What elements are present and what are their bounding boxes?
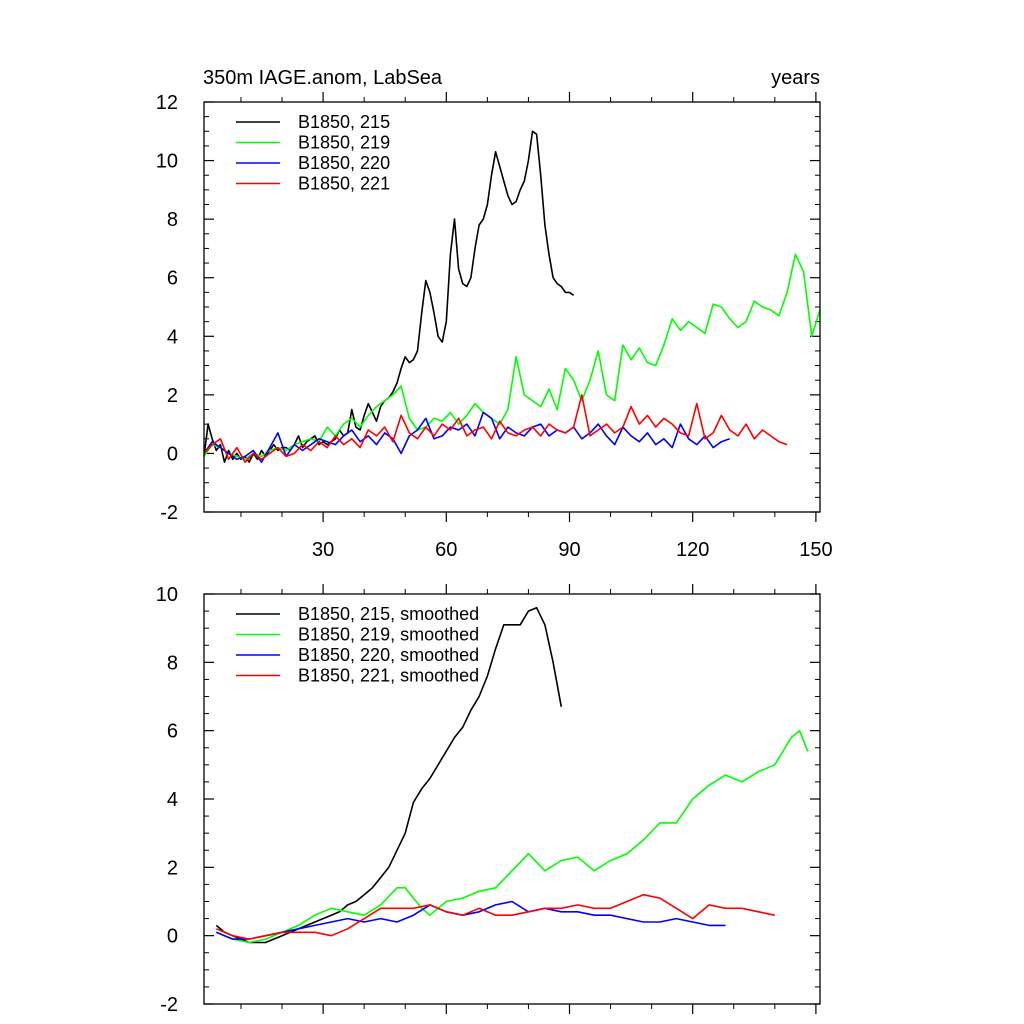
y-tick-label: 4: [167, 789, 178, 811]
y-tick-label: 6: [167, 721, 178, 743]
y-tick-label: 2: [167, 857, 178, 879]
legend-label: B1850, 219: [298, 133, 390, 153]
legend-label: B1850, 220: [298, 153, 390, 173]
x-tick-label: 60: [435, 539, 457, 561]
y-tick-label: 0: [167, 443, 178, 465]
y-tick-label: 10: [156, 584, 178, 606]
x-tick-label: 120: [676, 539, 709, 561]
y-tick-label: -2: [160, 502, 178, 524]
plot-frame: [203, 101, 821, 513]
y-tick-label: 0: [167, 926, 178, 948]
y-tick-label: 8: [167, 652, 178, 674]
legend-label: B1850, 215, smoothed: [298, 604, 479, 624]
y-tick-label: 2: [167, 385, 178, 407]
y-tick-label: -2: [160, 994, 178, 1016]
series-line: [215, 900, 726, 940]
plot-frame: [203, 593, 821, 1005]
legend-label: B1850, 221, smoothed: [298, 666, 479, 686]
series-line: [215, 893, 775, 940]
top-chart-panel: 350m IAGE.anom, LabSea years -2 0 2 4 6 8 10 12…: [156, 67, 833, 561]
x-tick-label: 30: [312, 539, 334, 561]
y-tick-label: 12: [156, 92, 178, 114]
x-tick-label: 90: [558, 539, 580, 561]
y-tick-label: 8: [167, 209, 178, 231]
chart-title: 350m IAGE.anom, LabSea: [203, 67, 443, 89]
series-line: [203, 253, 821, 461]
legend-label: B1850, 215: [298, 112, 390, 132]
series-line: [215, 606, 563, 944]
series-line: [215, 729, 809, 944]
legend-label: B1850, 221: [298, 174, 390, 194]
x-tick-label: 150: [799, 539, 832, 561]
series-line: [203, 411, 730, 464]
y-tick-label: 10: [156, 151, 178, 173]
chart-title-right: years: [771, 67, 820, 89]
legend-label: B1850, 219, smoothed: [298, 625, 479, 645]
legend-label: B1850, 220, smoothed: [298, 645, 479, 665]
y-tick-label: 4: [167, 326, 178, 348]
y-tick-label: 6: [167, 268, 178, 290]
series-line: [203, 394, 788, 464]
